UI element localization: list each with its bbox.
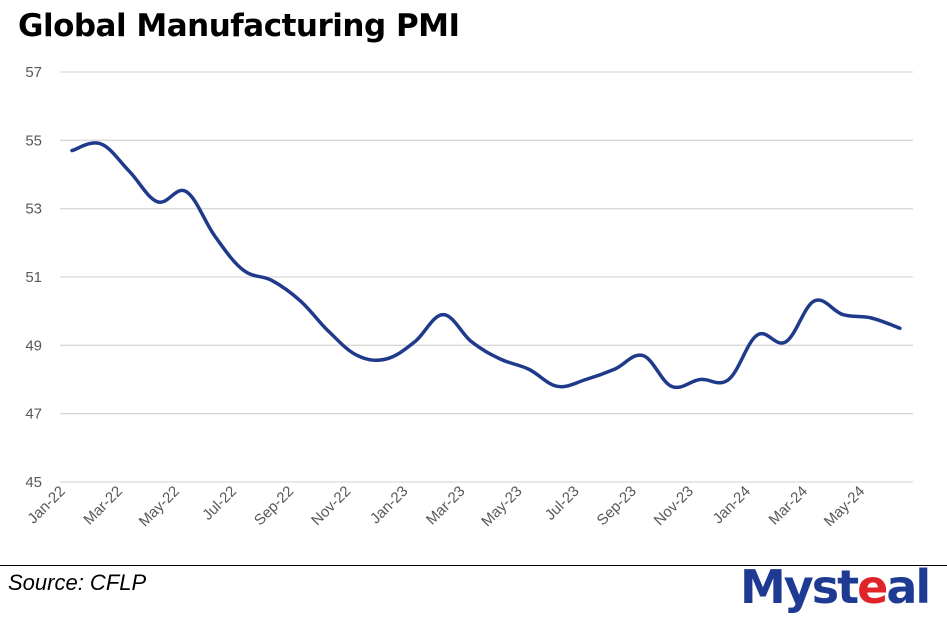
y-tick-label: 53: [25, 201, 42, 218]
x-tick-label: Sep-23: [594, 483, 640, 529]
chart-title: Global Manufacturing PMI: [18, 8, 460, 44]
x-tick-label: Jan-24: [710, 483, 754, 527]
source-note: Source: CFLP: [8, 570, 147, 595]
x-tick-label: Sep-22: [251, 483, 297, 529]
x-tick-label: Nov-23: [651, 483, 697, 529]
x-tick-label: Nov-22: [308, 483, 354, 529]
x-tick-label: Jul-23: [542, 483, 583, 524]
mysteal-logo: Mysteal: [740, 560, 931, 614]
y-tick-label: 49: [25, 337, 42, 354]
y-tick-label: 57: [25, 64, 42, 81]
y-tick-label: 55: [25, 132, 42, 149]
pmi-series-line: [70, 141, 902, 390]
y-tick-label: 47: [25, 406, 42, 423]
x-tick-label: Mar-22: [80, 483, 126, 529]
y-tick-label: 51: [25, 269, 42, 286]
x-tick-label: Mar-24: [766, 483, 812, 529]
x-tick-label: May-22: [136, 483, 183, 530]
x-tick-label: Mar-23: [423, 483, 469, 529]
divider: [0, 565, 947, 566]
logo-text: Myst: [740, 560, 859, 614]
x-tick-label: May-23: [478, 483, 525, 530]
y-tick-label: 45: [25, 474, 42, 491]
logo-text-accent: e: [857, 560, 888, 614]
x-tick-label: Jan-23: [367, 483, 411, 527]
x-tick-label: Jul-22: [199, 483, 240, 524]
x-tick-label: May-24: [821, 483, 868, 530]
logo-text-end: al: [886, 560, 931, 614]
